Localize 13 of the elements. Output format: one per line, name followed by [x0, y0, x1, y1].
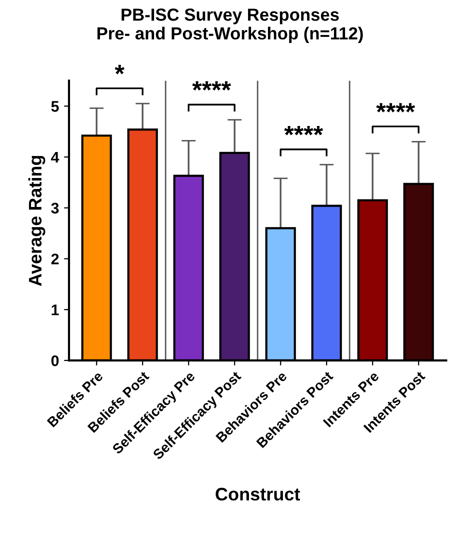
y-tick-label: 0	[51, 355, 59, 366]
text: *	[114, 64, 124, 74]
chart-title: PB-ISC Survey Responses Pre- and Post-Workshop (n=112)	[97, 8, 363, 43]
x-axis-title: Construct	[216, 488, 300, 501]
y-tick-label: 2	[51, 254, 59, 264]
y-tick-label: 5	[51, 101, 59, 112]
annotation: ****	[376, 103, 416, 112]
annotation: ****	[192, 81, 232, 91]
y-axis-title: Average Rating	[28, 156, 46, 286]
annotation: ****	[284, 126, 324, 136]
y-tick-label: 3	[51, 202, 59, 214]
y-tick-label: 4	[51, 152, 60, 163]
y-tick-label: 1	[52, 304, 59, 316]
